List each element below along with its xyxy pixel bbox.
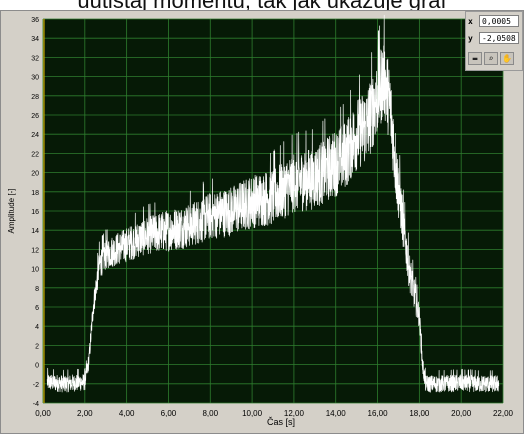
y-tick-label: 22 bbox=[31, 151, 39, 158]
y-tick-label: 18 bbox=[31, 190, 39, 197]
y-tick-label: -2 bbox=[33, 382, 39, 389]
cursor-y-value[interactable]: -2,0508 bbox=[479, 32, 519, 44]
x-tick-label: 8,00 bbox=[202, 409, 218, 418]
graph-frame: 0,00 2,00 4,00 6,00 8,00 10,00 12,00 14,00 16,00… bbox=[0, 10, 524, 434]
cursor-legend: x 0,0005 y -2,0508 ▬ ⌕ ✋ bbox=[465, 11, 523, 71]
signal-line bbox=[46, 14, 500, 393]
y-tick-label: 4 bbox=[35, 324, 39, 331]
y-axis-label: Amplitude [-] bbox=[7, 189, 16, 234]
y-tick-label: 6 bbox=[35, 305, 39, 312]
y-tick-label: 8 bbox=[35, 286, 39, 293]
cursor-y-row: y -2,0508 bbox=[468, 32, 520, 46]
graph-palette: ▬ ⌕ ✋ bbox=[468, 52, 520, 66]
x-tick-label: 16,00 bbox=[368, 409, 389, 418]
cursor-y-label: y bbox=[468, 34, 473, 43]
x-axis-label: Čas [s] bbox=[267, 417, 295, 427]
cursor-x-row: x 0,0005 bbox=[468, 15, 520, 29]
y-tick-label: 10 bbox=[31, 267, 39, 274]
x-tick-label: 12,00 bbox=[284, 409, 305, 418]
signal-series bbox=[46, 14, 500, 393]
y-tick-label: 16 bbox=[31, 209, 39, 216]
cursor-x-label: x bbox=[468, 17, 473, 26]
y-tick-label: 14 bbox=[31, 228, 39, 235]
x-tick-label: 4,00 bbox=[119, 409, 135, 418]
x-tick-label: 22,00 bbox=[493, 409, 514, 418]
y-tick-label: 20 bbox=[31, 171, 39, 178]
x-tick-label: 0,00 bbox=[35, 409, 51, 418]
y-tick-label: 28 bbox=[31, 94, 39, 101]
y-tick-label: 12 bbox=[31, 247, 39, 254]
y-tick-label: 24 bbox=[31, 132, 39, 139]
caption-text: uutistaj momentu, tak jak ukazuje graf bbox=[77, 0, 447, 13]
tick-labels: 0,00 2,00 4,00 6,00 8,00 10,00 12,00 14,00 16,00… bbox=[31, 17, 513, 418]
y-tick-label: 34 bbox=[31, 36, 39, 43]
x-tick-label: 20,00 bbox=[451, 409, 472, 418]
cursor-x-value[interactable]: 0,0005 bbox=[479, 15, 519, 27]
y-tick-label: -4 bbox=[33, 401, 39, 408]
x-tick-label: 14,00 bbox=[326, 409, 347, 418]
waveform-chart[interactable]: 0,00 2,00 4,00 6,00 8,00 10,00 12,00 14,00 16,00… bbox=[1, 11, 523, 433]
pan-icon[interactable]: ✋ bbox=[500, 52, 514, 65]
y-tick-label: 26 bbox=[31, 113, 39, 120]
x-tick-label: 10,00 bbox=[242, 409, 263, 418]
x-tick-label: 6,00 bbox=[161, 409, 177, 418]
y-tick-label: 0 bbox=[35, 363, 39, 370]
x-tick-label: 2,00 bbox=[77, 409, 93, 418]
y-tick-label: 32 bbox=[31, 55, 39, 62]
y-tick-label: 2 bbox=[35, 343, 39, 350]
y-tick-label: 36 bbox=[31, 17, 39, 24]
zoom-icon[interactable]: ⌕ bbox=[484, 52, 498, 65]
cursor-tool-icon[interactable]: ▬ bbox=[468, 52, 482, 65]
y-tick-label: 30 bbox=[31, 75, 39, 82]
x-tick-label: 18,00 bbox=[409, 409, 430, 418]
